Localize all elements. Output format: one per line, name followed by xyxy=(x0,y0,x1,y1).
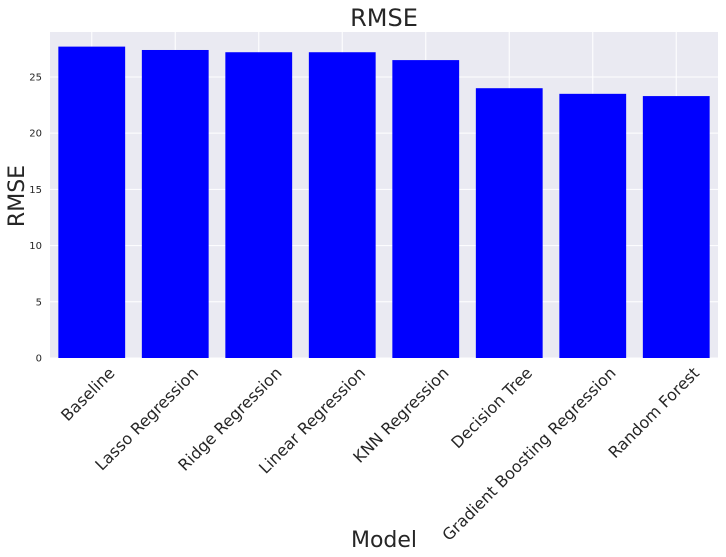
bar-decision-tree xyxy=(475,88,543,358)
y-tick-label: 0 xyxy=(36,354,42,365)
bar-baseline xyxy=(58,46,126,358)
bar-gradient-boosting-regression xyxy=(559,93,627,359)
x-tick-label: Gradient Boosting Regression xyxy=(438,363,619,544)
bar-ridge-regression xyxy=(225,52,293,358)
x-tick-label: Random Forest xyxy=(604,363,703,462)
bar-random-forest xyxy=(642,96,710,358)
bar-knn-regression xyxy=(392,60,460,358)
x-tick-label: Decision Tree xyxy=(447,363,536,452)
y-tick-label: 20 xyxy=(29,129,42,140)
y-axis-label: RMSE xyxy=(5,165,30,227)
x-axis-label: Model xyxy=(351,528,417,553)
y-tick-label: 5 xyxy=(36,297,42,308)
x-tick-label: Baseline xyxy=(57,363,118,424)
bar-lasso-regression xyxy=(141,49,209,358)
y-tick-labels: 0 5 10 15 20 25 xyxy=(29,72,42,364)
y-tick-label: 25 xyxy=(29,72,42,83)
y-tick-label: 15 xyxy=(29,185,42,196)
y-tick-label: 10 xyxy=(29,241,42,252)
bars xyxy=(58,46,710,359)
bar-linear-regression xyxy=(308,52,376,358)
chart-title: RMSE xyxy=(350,4,418,32)
